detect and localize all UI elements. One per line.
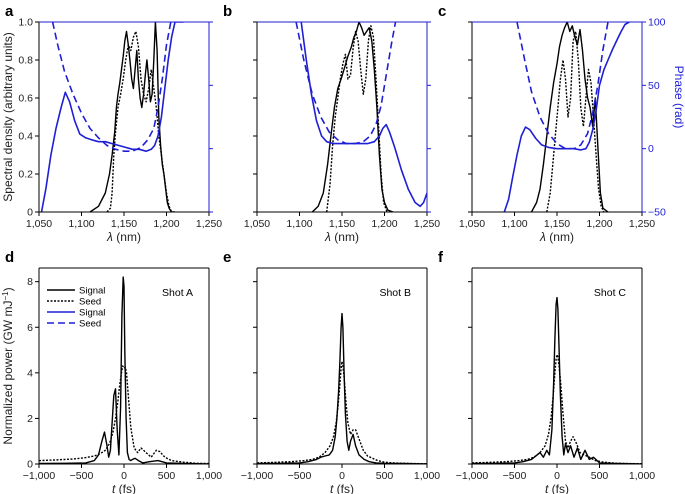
- x-tick-label: 1,200: [586, 218, 612, 230]
- y-axis-label: Normalized power (GW mJ−1): [1, 287, 16, 444]
- x-tick-label: −500: [288, 470, 312, 482]
- x-tick-label: −500: [503, 470, 527, 482]
- x-tick-label: 500: [591, 470, 609, 482]
- x-tick-label: 1,100: [286, 218, 312, 230]
- series-seed-spectrum: [546, 30, 605, 212]
- series-seed-pulse: [257, 360, 427, 464]
- panel-letter: c: [438, 3, 446, 20]
- x-axis-label: t (fs): [330, 482, 354, 494]
- x-tick-label: 0: [121, 470, 127, 482]
- x-axis-label: λ (nm): [324, 230, 359, 244]
- series-signal-phase: [300, 22, 427, 208]
- x-tick-label: −1,000: [23, 470, 56, 482]
- series-seed-spectrum: [106, 30, 173, 212]
- legend-label: Seed: [79, 297, 101, 308]
- panel-b: 1,050 1,100 1,150 1,200 1,250 λ (nm) b: [223, 3, 440, 244]
- panel-e: −1,000 −500 0 500 1,000 t (fs) e Shot B: [223, 249, 440, 494]
- y-tick-label: 8: [27, 276, 33, 288]
- x-tick-label: −1,000: [456, 470, 489, 482]
- panel-letter: b: [223, 3, 232, 20]
- y-tick-label: 0.2: [18, 169, 33, 181]
- x-tick-label: 1,150: [329, 218, 355, 230]
- x-tick-label: 1,000: [629, 470, 655, 482]
- panel-letter: d: [5, 249, 14, 266]
- y2-tick-label: 50: [648, 80, 660, 92]
- legend-label: Signal: [79, 308, 105, 319]
- y-tick-label: 0.8: [18, 55, 33, 67]
- legend-label: Seed: [79, 319, 101, 330]
- x-tick-label: 0: [554, 470, 560, 482]
- x-tick-label: 1,250: [414, 218, 440, 230]
- y2-axis-label: Phase (rad): [672, 66, 685, 129]
- series-group: [503, 22, 630, 212]
- x-tick-label: 0: [339, 470, 345, 482]
- x-tick-label: 1,150: [544, 218, 570, 230]
- series-seed-pulse: [472, 353, 642, 464]
- series-seed-phase: [295, 22, 397, 145]
- x-tick-label: 1,050: [26, 218, 52, 230]
- panel-f: −1,000 −500 0 500 1,000 t (fs) f Shot C: [438, 249, 655, 494]
- x-tick-label: 500: [158, 470, 176, 482]
- series-signal-pulse: [39, 276, 209, 464]
- legend-label: Signal: [79, 286, 105, 297]
- y-axis-label: Spectral density (arbitrary units): [1, 32, 15, 201]
- series-signal-spectrum: [311, 22, 394, 212]
- series-group: [295, 22, 427, 212]
- shot-label: Shot A: [162, 287, 193, 299]
- series-signal-phase: [40, 22, 184, 212]
- y-tick-label: 0.4: [18, 131, 33, 143]
- y-tick-label: 0: [27, 459, 33, 471]
- series-signal-spectrum: [530, 22, 609, 212]
- series-group: [39, 276, 209, 464]
- x-axis-label: λ (nm): [539, 230, 574, 244]
- x-axis-label: λ (nm): [106, 230, 141, 244]
- x-axis-label: t (fs): [545, 482, 569, 494]
- shot-label: Shot B: [379, 287, 411, 299]
- x-tick-label: 1,050: [459, 218, 485, 230]
- series-seed-pulse: [39, 365, 209, 464]
- shot-label: Shot C: [594, 287, 627, 299]
- y-tick-label: 2: [27, 413, 33, 425]
- panel-c: 1,050 1,100 1,150 1,200 1,250 λ (nm) −50 0 50 100…: [438, 3, 685, 244]
- x-tick-label: −500: [70, 470, 94, 482]
- x-tick-label: 1,200: [371, 218, 397, 230]
- y-tick-label: 1.0: [18, 17, 33, 29]
- x-tick-label: 1,250: [629, 218, 655, 230]
- x-tick-label: 1,250: [196, 218, 222, 230]
- x-tick-label: 500: [376, 470, 394, 482]
- series-seed-phase: [516, 22, 609, 150]
- x-tick-label: 1,050: [244, 218, 270, 230]
- x-axis-label: t (fs): [112, 482, 136, 494]
- panel-letter: a: [5, 3, 14, 20]
- y2-tick-label: 0: [648, 143, 654, 155]
- x-tick-label: 1,100: [501, 218, 527, 230]
- x-tick-label: 1,200: [153, 218, 179, 230]
- y-tick-label: 4: [27, 367, 33, 379]
- panel-a: 1,050 1,100 1,150 1,200 1,250 λ (nm) 0 0.2 0.4 0.…: [1, 3, 222, 244]
- series-seed-phase: [51, 22, 172, 152]
- x-tick-label: 1,150: [111, 218, 137, 230]
- x-tick-label: 1,000: [414, 470, 440, 482]
- y2-tick-label: −50: [648, 207, 666, 219]
- y-tick-label: 0.6: [18, 93, 33, 105]
- y-tick-label: 6: [27, 322, 33, 334]
- y-tick-label: 0: [27, 207, 33, 219]
- series-signal-phase: [503, 22, 630, 212]
- series-signal-spectrum: [89, 22, 175, 212]
- x-tick-label: 1,100: [68, 218, 94, 230]
- panel-letter: f: [438, 249, 444, 266]
- series-group: [257, 312, 427, 464]
- series-group: [40, 22, 184, 212]
- x-tick-label: −1,000: [241, 470, 274, 482]
- series-signal-pulse: [257, 312, 427, 464]
- panel-letter: e: [223, 249, 231, 266]
- series-signal-pulse: [472, 296, 642, 464]
- series-group: [472, 296, 642, 464]
- x-tick-label: 1,000: [196, 470, 222, 482]
- y2-tick-label: 100: [648, 17, 666, 29]
